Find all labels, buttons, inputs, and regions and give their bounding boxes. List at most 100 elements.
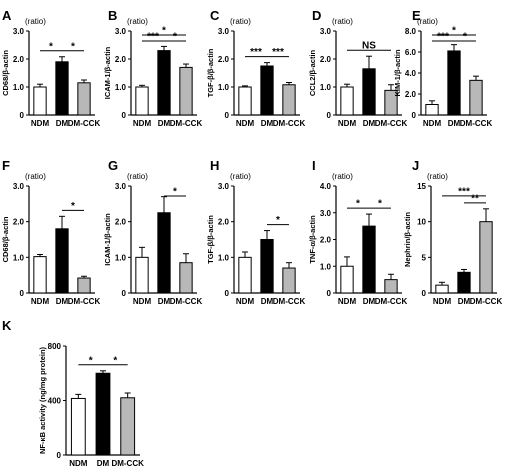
y-axis-label: ICAM-1/β-actin — [103, 213, 112, 266]
panel-B: B (ratio) 0 1.0 2.0 3.0 ICAM-1/β-actin NDM DM DM-… — [103, 8, 202, 128]
significance-label: * — [71, 201, 75, 212]
panel-letter: F — [2, 158, 10, 173]
y-tick-label: 0 — [327, 111, 332, 120]
bar-dm — [457, 271, 471, 294]
y-axis-label: KIM-1/β-actin — [393, 49, 402, 96]
unit-label: (ratio) — [25, 172, 46, 181]
x-tick-label: DM — [56, 119, 69, 128]
y-tick-label: 0 — [225, 111, 230, 120]
x-tick-label: NDM — [236, 297, 255, 306]
bar-ndm — [435, 284, 449, 294]
x-tick-label: DM — [363, 297, 376, 306]
bar-ndm — [238, 256, 252, 294]
unit-label: (ratio) — [332, 17, 353, 26]
y-tick-label: 4.0 — [320, 182, 332, 191]
significance-label: * — [162, 26, 166, 37]
unit-label: (ratio) — [417, 17, 438, 26]
y-tick-label: 3.0 — [320, 27, 332, 36]
x-tick-label: NDM — [69, 459, 88, 467]
panel-letter: G — [108, 158, 118, 173]
panel-letter: E — [412, 8, 421, 23]
x-tick-label: DM — [56, 297, 69, 306]
unit-label: (ratio) — [127, 172, 148, 181]
bar-ndm — [238, 86, 252, 116]
unit-label: (ratio) — [230, 172, 251, 181]
panel-H: H (ratio) 0 1.0 2.0 3.0 TGF-β/β-actin NDM DM DM-C… — [206, 158, 305, 306]
y-tick-label: 2.0 — [405, 90, 417, 99]
x-tick-label: DM-CCK — [375, 297, 408, 306]
significance-label: * — [113, 355, 117, 366]
y-tick-label: 0 — [20, 111, 25, 120]
unit-label: (ratio) — [127, 17, 148, 26]
significance-label: * — [463, 32, 467, 43]
x-tick-label: DM — [448, 119, 461, 128]
bar-dm-cck — [120, 397, 136, 456]
panel-letter: J — [412, 158, 419, 173]
panel-letter: I — [312, 158, 316, 173]
significance-label: * — [173, 187, 177, 198]
x-tick-label: DM — [158, 297, 171, 306]
bar-ndm — [33, 86, 47, 116]
x-tick-label: NDM — [433, 297, 452, 306]
bar-dm — [362, 68, 376, 116]
bar-ndm — [33, 256, 47, 294]
bar-dm — [157, 50, 171, 116]
y-axis-label: NF-κB activity (ng/mg protein) — [38, 346, 47, 454]
y-tick-label: 0 — [122, 111, 127, 120]
significance-label: * — [276, 215, 280, 226]
x-tick-label: DM-CCK — [170, 297, 203, 306]
bar-dm-cck — [479, 221, 493, 294]
bar-dm-cck — [384, 279, 398, 294]
y-tick-label: 1.0 — [218, 83, 230, 92]
panel-D: D (ratio) 0 1.0 2.0 3.0 CCL2/β-actin NDM DM DM-CC… — [308, 8, 407, 128]
y-tick-label: 15 — [417, 182, 426, 191]
significance-label: * — [71, 41, 75, 52]
panel-letter: A — [2, 8, 12, 23]
y-tick-label: 0 — [327, 289, 332, 298]
y-tick-label: 2.0 — [218, 218, 230, 227]
y-tick-label: 1.0 — [218, 253, 230, 262]
y-tick-label: 2.0 — [13, 218, 25, 227]
x-tick-label: DM — [363, 119, 376, 128]
y-tick-label: 0 — [422, 289, 427, 298]
x-tick-label: NDM — [338, 119, 357, 128]
x-tick-label: DM-CCK — [68, 297, 101, 306]
y-tick-label: 3.0 — [218, 182, 230, 191]
unit-label: (ratio) — [332, 172, 353, 181]
y-tick-label: 2.0 — [115, 55, 127, 64]
x-tick-label: NDM — [31, 119, 50, 128]
bar-ndm — [70, 397, 86, 456]
bar-dm — [260, 65, 274, 116]
bar-dm — [157, 212, 171, 294]
significance-label: * — [173, 32, 177, 43]
x-tick-label: DM-CCK — [170, 119, 203, 128]
bar-dm-cck — [179, 66, 193, 116]
significance-label: * — [356, 199, 360, 210]
panel-A: A (ratio) 0 1.0 2.0 3.0 CD68/β-actin NDM DM DM-CC… — [1, 8, 100, 128]
y-tick-label: 10 — [417, 218, 426, 227]
bar-ndm — [425, 104, 439, 116]
y-tick-label: 2.0 — [320, 236, 332, 245]
y-tick-label: 2.0 — [218, 55, 230, 64]
x-tick-label: NDM — [133, 297, 152, 306]
bar-ndm — [340, 86, 354, 116]
y-axis-label: CCL2/β-actin — [308, 49, 317, 96]
x-tick-label: DM-CCK — [68, 119, 101, 128]
bar-dm-cck — [282, 84, 296, 116]
y-tick-label: 2.0 — [115, 218, 127, 227]
significance-label: * — [49, 41, 53, 52]
bar-ndm — [135, 256, 149, 294]
x-tick-label: DM — [97, 459, 110, 467]
bar-dm — [55, 228, 69, 294]
x-tick-label: DM — [158, 119, 171, 128]
bar-dm — [362, 225, 376, 294]
y-axis-label: TGF-β/β-actin — [206, 48, 215, 97]
panel-E: E(ratio) 0 2.0 4.0 6.0 8.0 KIM-1/β-actin NDM DM D… — [393, 8, 492, 128]
y-tick-label: 3.0 — [13, 182, 25, 191]
unit-label: (ratio) — [230, 17, 251, 26]
y-tick-label: 2.0 — [13, 55, 25, 64]
panel-letter: C — [210, 8, 220, 23]
significance-label: * — [378, 199, 382, 210]
y-axis-label: Nephrin/β-actin — [403, 212, 412, 267]
x-tick-label: DM-CCK — [273, 119, 306, 128]
